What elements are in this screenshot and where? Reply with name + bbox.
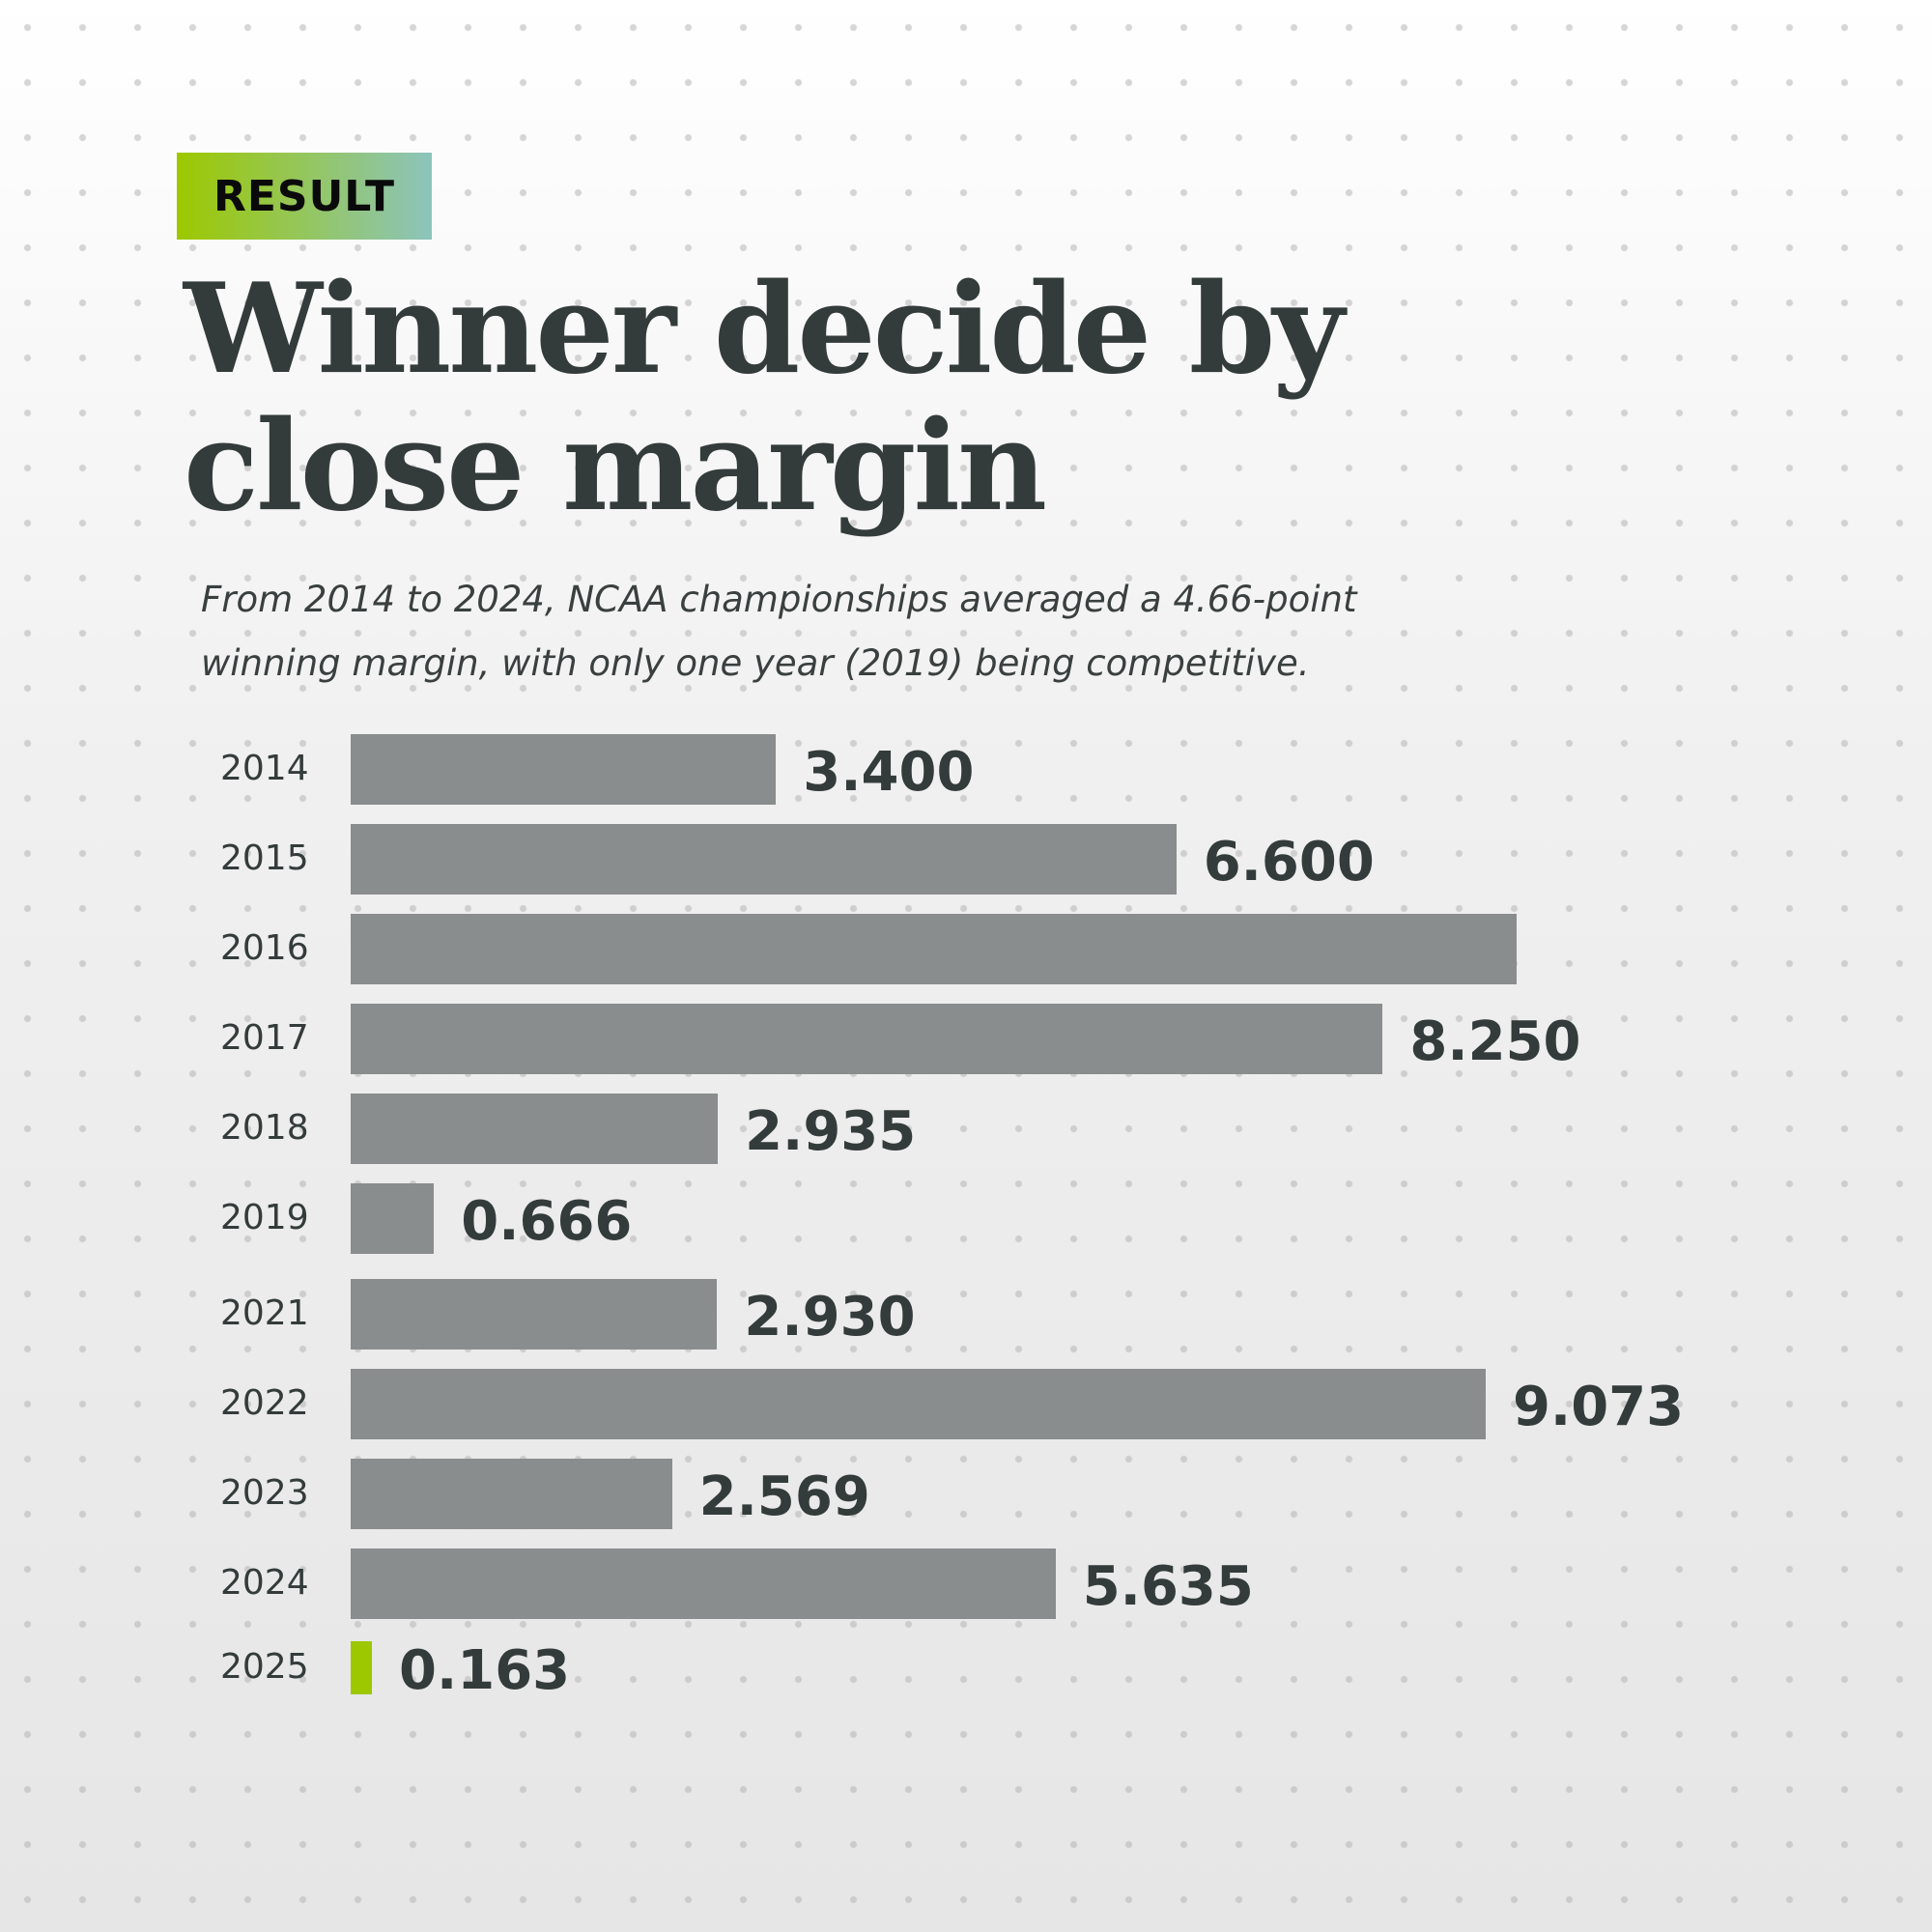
value-label: 2.935 [745,1099,917,1163]
value-label: 0.666 [461,1189,633,1253]
year-label: 2024 [220,1562,309,1603]
title-line-1: Winner decide by [184,257,1345,402]
title-line-2: close margin [184,394,1047,539]
year-label: 2017 [220,1017,309,1058]
result-badge: RESULT [177,153,432,240]
value-label: 6.600 [1203,830,1375,894]
year-label: 2018 [220,1107,309,1148]
bar-2021 [351,1279,718,1350]
bar-2023 [351,1459,672,1529]
page-title: Winner decide by close margin [184,261,1633,535]
year-label: 2021 [220,1293,309,1333]
badge-label: RESULT [213,171,396,221]
value-label: 0.163 [399,1638,571,1702]
bar-2024 [351,1548,1056,1619]
bar-2018 [351,1094,719,1164]
bar-2022 [351,1369,1486,1439]
subtitle-line-2: winning margin, with only one year (2019… [201,642,1310,684]
year-label: 2015 [220,838,309,878]
bar-2025 [351,1641,372,1694]
bar-2016 [351,914,1517,984]
value-label: 5.635 [1082,1554,1254,1618]
year-label: 2023 [220,1472,309,1513]
value-label: 2.930 [744,1285,916,1349]
year-label: 2014 [220,748,309,788]
year-label: 2019 [220,1197,309,1237]
bar-2017 [351,1004,1383,1074]
subtitle-line-1: From 2014 to 2024, NCAA championships av… [201,579,1357,620]
year-label: 2016 [220,927,309,968]
subtitle: From 2014 to 2024, NCAA championships av… [201,568,1553,696]
value-label: 3.400 [803,740,975,804]
bar-2019 [351,1183,435,1254]
year-label: 2025 [220,1646,309,1687]
value-label: 9.073 [1512,1375,1685,1438]
value-label: 2.569 [698,1464,870,1528]
value-label: 8.250 [1409,1009,1581,1073]
bar-2015 [351,824,1177,895]
bar-2014 [351,734,777,805]
year-label: 2022 [220,1382,309,1423]
